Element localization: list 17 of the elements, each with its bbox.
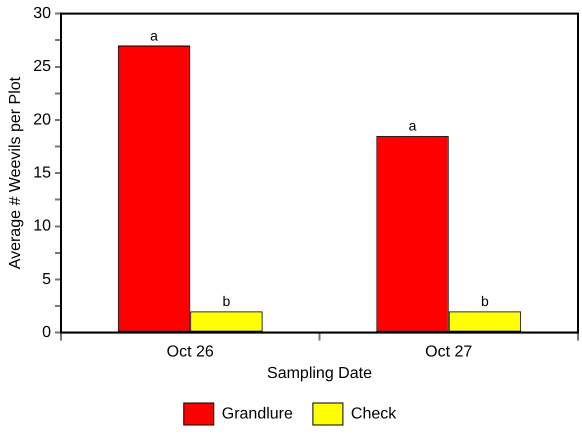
y-tick-label: 0: [42, 324, 52, 342]
y-tick-label: 5: [42, 270, 52, 288]
data-label: b: [222, 293, 231, 310]
y-tick-label: 25: [33, 58, 52, 76]
data-label: a: [150, 27, 158, 44]
y-tick-label: 20: [33, 111, 52, 128]
legend-label: Check: [350, 405, 398, 422]
y-axis-title: Average # Weevils per Plot: [7, 76, 24, 270]
y-tick-label: 15: [33, 164, 52, 182]
legend-label: Grandlure: [222, 405, 293, 422]
x-tick-label: Oct 26: [166, 344, 214, 361]
x-axis-title: Sampling Date: [267, 364, 372, 382]
y-tick-label: 30: [33, 5, 52, 22]
y-tick-label: 10: [33, 218, 52, 235]
data-label: b: [481, 293, 490, 310]
data-label: a: [408, 118, 417, 134]
x-tick-label: Oct 27: [425, 344, 472, 361]
